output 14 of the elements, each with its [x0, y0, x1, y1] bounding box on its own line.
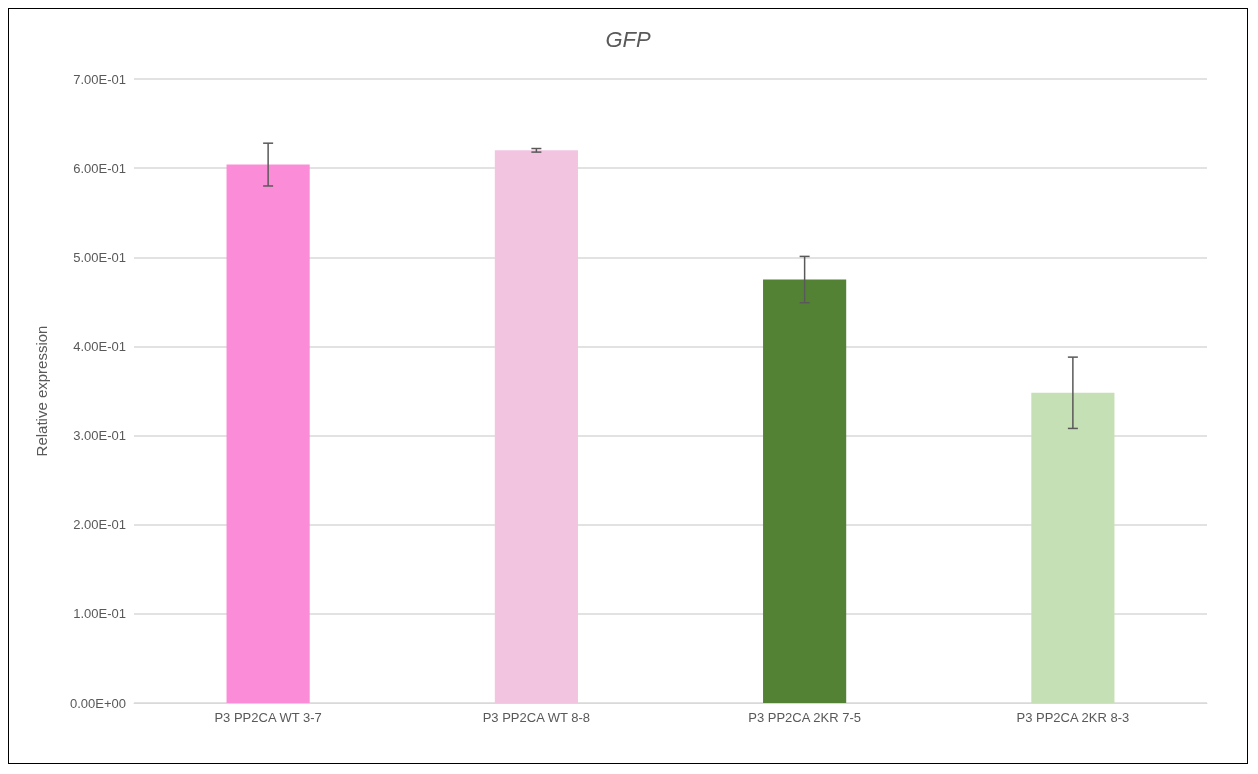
x-tick-label: P3 PP2CA WT 8-8	[482, 710, 591, 725]
y-tick-label: 1.00E-01	[73, 606, 126, 622]
y-tick-label: 4.00E-01	[73, 338, 126, 354]
y-tick-label: 2.00E-01	[73, 517, 126, 533]
y-tick-label: 6.00E-01	[73, 160, 126, 176]
x-tick-label: P3 PP2CA 2KR 7-5	[748, 710, 861, 725]
y-axis-title: Relative expression	[33, 325, 50, 457]
y-tick-label: 3.00E-01	[73, 428, 126, 444]
y-tick-label: 0.00E+00	[69, 695, 126, 711]
y-tick-label: 7.00E-01	[73, 71, 126, 87]
chart-title: GFP	[605, 26, 651, 52]
x-tick-label: P3 PP2CA 2KR 8-3	[1016, 710, 1130, 725]
y-tick-label: 5.00E-01	[73, 249, 126, 265]
x-tick-label: P3 PP2CA WT 3-7	[214, 710, 322, 725]
